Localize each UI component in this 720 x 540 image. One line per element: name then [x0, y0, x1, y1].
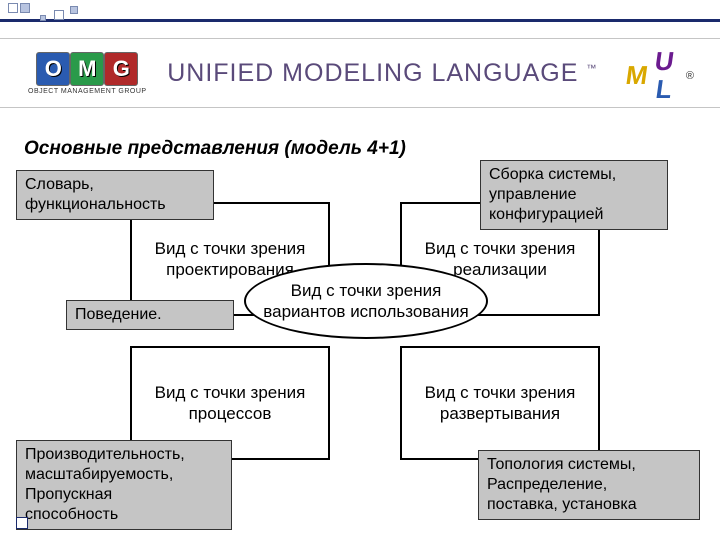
label-topology: Топология системы,Распределение,поставка… [478, 450, 700, 520]
label-text: Сборка системы,управлениеконфигурацией [489, 166, 616, 223]
label-text: Поведение. [75, 306, 162, 323]
footer-marker [16, 517, 28, 529]
label-dictionary: Словарь,функциональность [16, 170, 214, 220]
deco-sq [70, 6, 78, 14]
omg-o: O [36, 52, 70, 86]
reg-mark: ® [686, 70, 694, 82]
label-text: Словарь,функциональность [25, 176, 166, 213]
deco-sq [40, 15, 46, 21]
center-use-case: Вид с точки зрениявариантов использовани… [244, 263, 488, 339]
label-assembly: Сборка системы,управлениеконфигурацией [480, 160, 668, 230]
tm-mark: ™ [586, 63, 597, 74]
label-behavior: Поведение. [66, 300, 234, 330]
page-title: UNIFIED MODELING LANGUAGE ™ [147, 59, 618, 88]
uml-l: L [654, 74, 674, 105]
quad-deployment: Вид с точки зренияразвертывания [400, 346, 600, 460]
label-text: Производительность,масштабируемость,Проп… [25, 446, 185, 523]
deco-sq [54, 10, 64, 20]
uml-u: U [653, 46, 676, 77]
omg-g: G [104, 52, 138, 86]
uml-m: M [624, 60, 650, 91]
deco-sq [8, 3, 18, 13]
deco-sq [20, 3, 30, 13]
label-text: Топология системы,Распределение,поставка… [487, 456, 637, 513]
title-text: UNIFIED MODELING LANGUAGE [167, 59, 578, 87]
omg-letters: O M G [36, 52, 138, 86]
header-bar: O M G OBJECT MANAGEMENT GROUP UNIFIED MO… [0, 38, 720, 108]
ellipse-label: Вид с точки зрениявариантов использовани… [263, 280, 468, 323]
omg-m: M [70, 52, 104, 86]
omg-sub: OBJECT MANAGEMENT GROUP [28, 88, 147, 95]
label-performance: Производительность,масштабируемость,Проп… [16, 440, 232, 530]
top-border [0, 0, 720, 22]
omg-logo: O M G OBJECT MANAGEMENT GROUP [28, 52, 147, 95]
quad-label: Вид с точки зренияпроцессов [155, 382, 306, 425]
uml-logo: U M L ® [618, 46, 680, 101]
quad-label: Вид с точки зренияразвертывания [425, 382, 576, 425]
section-title: Основные представления (модель 4+1) [24, 138, 406, 160]
diagram-4plus1: Вид с точки зренияпроектирования Вид с т… [0, 160, 720, 530]
